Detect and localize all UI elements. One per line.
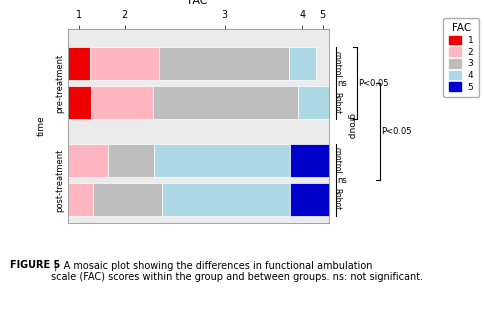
Bar <box>90 47 159 80</box>
Bar <box>68 86 91 119</box>
Bar <box>68 183 92 216</box>
Bar <box>68 144 108 177</box>
Text: control: control <box>333 148 342 174</box>
Bar <box>290 144 329 177</box>
Bar <box>92 183 162 216</box>
Bar <box>159 47 288 80</box>
Text: P<0.05: P<0.05 <box>381 127 412 136</box>
Text: pre-treatment: pre-treatment <box>55 54 64 113</box>
Bar <box>162 183 290 216</box>
Text: P<0.05: P<0.05 <box>358 79 388 88</box>
Bar <box>288 47 316 80</box>
Bar <box>153 86 298 119</box>
Text: group: group <box>346 113 355 139</box>
Text: post-treatment: post-treatment <box>55 149 64 212</box>
Text: Robot: Robot <box>333 92 342 114</box>
Bar <box>290 183 329 216</box>
Bar <box>298 86 329 119</box>
Bar <box>68 47 90 80</box>
Text: ns: ns <box>338 176 348 185</box>
Text: control: control <box>333 51 342 77</box>
Text: ns: ns <box>338 79 348 88</box>
Text: FIGURE 5: FIGURE 5 <box>10 260 60 270</box>
Bar <box>91 86 153 119</box>
Legend: 1, 2, 3, 4, 5: 1, 2, 3, 4, 5 <box>443 18 479 97</box>
Bar <box>108 144 154 177</box>
Text: |  A mosaic plot showing the differences in functional ambulation
scale (FAC) sc: | A mosaic plot showing the differences … <box>51 260 423 282</box>
Bar <box>154 144 290 177</box>
X-axis label: FAC: FAC <box>188 0 209 6</box>
Text: Robot: Robot <box>333 189 342 211</box>
Text: time: time <box>37 116 45 136</box>
